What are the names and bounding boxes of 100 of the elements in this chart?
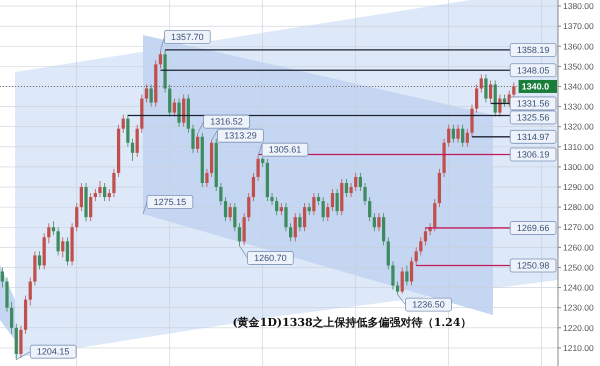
candlestick <box>94 188 97 202</box>
candlestick <box>270 192 274 206</box>
candlestick <box>112 168 116 198</box>
candlestick <box>28 277 32 306</box>
candlestick <box>396 281 400 296</box>
candlestick <box>98 180 102 198</box>
candlestick <box>238 222 242 246</box>
candlestick <box>410 257 414 286</box>
candlestick <box>47 222 50 244</box>
annotation: 1313.29 <box>224 130 257 141</box>
candlestick <box>75 202 78 232</box>
candlestick <box>233 202 236 232</box>
candlestick <box>474 84 478 114</box>
annotation: 1316.52 <box>210 116 243 127</box>
y-tick-label: 1350.00 <box>563 61 594 72</box>
candlestick <box>144 84 148 103</box>
candlestick <box>38 250 42 270</box>
candlestick <box>480 74 483 93</box>
candlestick <box>316 192 320 206</box>
y-tick-label: 1380.00 <box>563 1 594 12</box>
ref-line-label: 1348.05 <box>516 65 550 76</box>
candlestick <box>284 202 288 232</box>
candlestick <box>261 156 264 168</box>
candlestick <box>456 124 460 144</box>
candlestick <box>372 212 376 232</box>
y-tick-label: 1210.00 <box>563 342 594 353</box>
annotation: 1204.15 <box>36 346 70 357</box>
y-tick-label: 1240.00 <box>563 282 594 293</box>
candlestick <box>294 212 297 242</box>
candlestick <box>256 155 260 182</box>
y-tick-label: 1310.00 <box>563 142 594 152</box>
annotation: 1305.61 <box>268 144 302 155</box>
candlestick <box>102 182 106 202</box>
ref-line-label: 1250.98 <box>516 260 550 270</box>
candlestick <box>461 124 464 148</box>
candlestick <box>52 220 56 236</box>
candlestick <box>312 192 316 216</box>
y-tick-label: 1230.00 <box>563 302 594 313</box>
y-tick-label: 1370.00 <box>563 21 594 32</box>
ref-line-label: 1306.19 <box>516 149 550 160</box>
candlestick <box>363 182 367 206</box>
candlestick <box>228 202 232 222</box>
candlestick <box>280 202 283 216</box>
candlestick <box>498 94 502 118</box>
annotation: 1275.15 <box>154 197 186 207</box>
candlestick <box>172 98 176 118</box>
candlestick <box>330 188 334 212</box>
candlestick <box>344 178 348 198</box>
candlestick <box>368 196 372 222</box>
annotation: 1357.70 <box>171 32 204 42</box>
y-tick-label: 1280.00 <box>563 202 594 212</box>
candlestick <box>512 82 516 99</box>
candlestick <box>191 124 195 154</box>
y-tick-label: 1360.00 <box>563 41 594 52</box>
candlestick <box>219 182 222 206</box>
annotation: 1260.70 <box>254 252 287 263</box>
candlestick <box>122 114 125 134</box>
candlestick <box>108 188 111 202</box>
candlestick <box>326 202 330 222</box>
candlestick <box>275 196 278 216</box>
candlestick <box>447 124 450 148</box>
ref-line-label: 1325.56 <box>516 112 550 122</box>
candlestick <box>302 202 306 232</box>
ref-line-label: 1269.66 <box>516 222 550 233</box>
candlestick <box>335 188 339 216</box>
candlestick <box>224 196 228 222</box>
candlestick <box>349 182 353 198</box>
candlestick <box>419 236 422 256</box>
candlestick <box>66 236 70 266</box>
candlestick <box>288 222 292 242</box>
candlestick <box>10 301 14 334</box>
ref-line-label: 1314.97 <box>516 132 550 142</box>
ref-line-label: 1340.0 <box>522 81 550 92</box>
candlestick <box>322 196 325 222</box>
y-tick-label: 1290.00 <box>563 182 594 192</box>
candlestick <box>400 267 404 294</box>
candlestick <box>452 124 455 144</box>
candlestick <box>298 212 302 232</box>
candlestick <box>405 265 408 286</box>
candlestick <box>377 212 381 232</box>
candlestick <box>502 94 506 107</box>
candlestick <box>80 182 84 212</box>
candlestick <box>0 267 4 288</box>
candlestick <box>247 192 250 222</box>
candlestick <box>424 226 428 246</box>
candlestick <box>149 84 153 107</box>
candlestick <box>196 133 200 154</box>
y-tick-label: 1340.00 <box>563 81 594 92</box>
candlestick <box>130 138 134 162</box>
y-tick-label: 1300.00 <box>563 162 594 172</box>
candlestick <box>354 172 358 192</box>
y-tick-label: 1330.00 <box>563 102 594 112</box>
candlestick <box>484 74 488 103</box>
candlestick <box>61 236 64 258</box>
candlestick <box>205 168 209 188</box>
y-tick-label: 1320.00 <box>563 122 594 132</box>
y-tick-label: 1250.00 <box>563 262 594 272</box>
y-tick-label: 1270.00 <box>563 222 594 232</box>
candlestick <box>158 50 162 69</box>
annotation: 1236.50 <box>412 300 445 310</box>
